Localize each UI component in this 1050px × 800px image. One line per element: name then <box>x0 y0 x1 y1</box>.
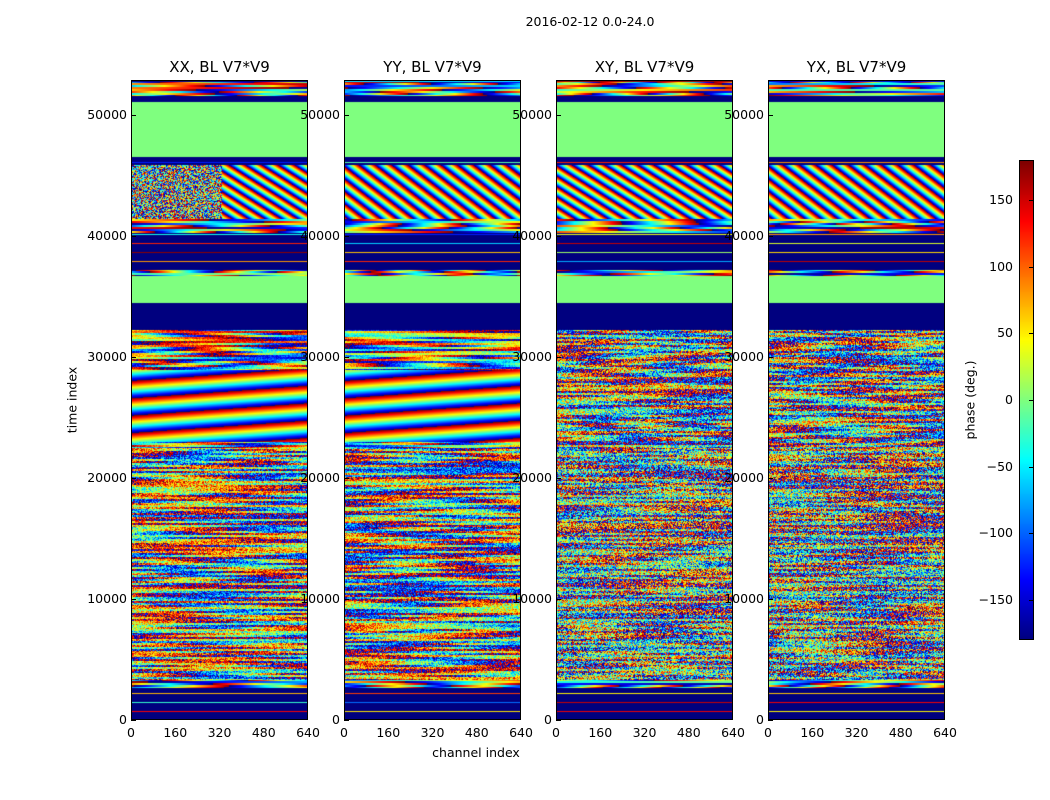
y-tick-label: 20000 <box>300 470 340 486</box>
colorbar-tick-mark <box>1029 400 1034 401</box>
y-tick-label: 10000 <box>300 591 340 607</box>
colorbar-tick-mark <box>1029 600 1034 601</box>
y-tick-mark <box>556 720 561 721</box>
colorbar-tick-label: −100 <box>978 525 1013 541</box>
x-tick-label: 0 <box>764 725 772 740</box>
x-tick-label: 640 <box>933 725 957 740</box>
panel-title: YX, BL V7*V9 <box>806 58 907 76</box>
y-tick-mark <box>768 236 773 238</box>
colorbar-tick-label: 50 <box>997 325 1013 341</box>
y-tick-label: 0 <box>332 712 340 727</box>
panel-title: XY, BL V7*V9 <box>594 58 695 76</box>
y-tick-label: 10000 <box>512 591 552 607</box>
y-tick-mark <box>556 357 561 359</box>
x-tick-label: 320 <box>844 725 869 740</box>
y-tick-label: 40000 <box>512 228 552 244</box>
y-tick-mark <box>131 599 136 601</box>
y-tick-mark <box>344 236 349 238</box>
colorbar-tick-label: −50 <box>986 458 1013 474</box>
heatmap-image <box>557 81 732 719</box>
colorbar-tick-mark <box>1029 333 1034 335</box>
y-tick-label: 20000 <box>724 470 764 486</box>
colorbar-tick-mark <box>1029 200 1034 201</box>
y-tick-mark <box>556 478 561 480</box>
y-tick-label: 50000 <box>724 107 764 123</box>
heatmap-panel-3 <box>768 80 945 720</box>
x-tick-label: 480 <box>676 725 701 740</box>
x-tick-label: 160 <box>588 725 613 740</box>
x-tick-label: 640 <box>721 725 745 740</box>
x-axis-label: channel index <box>432 745 520 760</box>
colorbar-tick-label: −150 <box>978 592 1013 607</box>
y-tick-mark <box>131 357 136 359</box>
y-tick-label: 0 <box>544 712 552 727</box>
y-tick-label: 40000 <box>300 228 340 244</box>
x-tick-label: 640 <box>509 725 533 740</box>
y-tick-mark <box>344 720 349 721</box>
colorbar-tick-label: 150 <box>989 192 1013 207</box>
x-tick-label: 480 <box>464 725 489 740</box>
x-tick-label: 160 <box>800 725 825 740</box>
y-tick-label: 30000 <box>512 349 552 365</box>
y-tick-mark <box>344 357 349 359</box>
y-tick-mark <box>556 115 561 117</box>
x-tick-label: 0 <box>552 725 560 740</box>
x-tick-label: 320 <box>632 725 657 740</box>
y-tick-label: 30000 <box>300 349 340 365</box>
y-tick-label: 30000 <box>87 349 127 365</box>
colorbar-tick-mark <box>1029 533 1034 535</box>
y-tick-label: 10000 <box>87 591 127 607</box>
heatmap-image <box>132 81 307 719</box>
x-tick-label: 320 <box>207 725 232 740</box>
heatmap-panel-1 <box>344 80 521 720</box>
colorbar-tick-mark <box>1029 266 1034 268</box>
colorbar-tick-label: 0 <box>1005 392 1013 407</box>
y-tick-label: 50000 <box>87 107 127 123</box>
heatmap-image <box>345 81 520 719</box>
y-tick-mark <box>768 115 773 117</box>
x-tick-label: 0 <box>127 725 135 740</box>
y-tick-mark <box>131 236 136 238</box>
y-tick-label: 0 <box>119 712 127 727</box>
y-tick-label: 20000 <box>512 470 552 486</box>
y-tick-mark <box>768 478 773 480</box>
y-tick-label: 20000 <box>87 470 127 486</box>
heatmap-panel-0 <box>131 80 308 720</box>
heatmap-image <box>769 81 944 719</box>
y-tick-label: 40000 <box>87 228 127 244</box>
y-tick-label: 10000 <box>724 591 764 607</box>
y-tick-mark <box>131 115 136 117</box>
y-tick-mark <box>131 478 136 480</box>
y-tick-mark <box>344 115 349 117</box>
y-tick-label: 0 <box>756 712 764 727</box>
y-tick-mark <box>344 478 349 480</box>
panel-title: XX, BL V7*V9 <box>169 58 270 76</box>
y-tick-label: 50000 <box>512 107 552 123</box>
x-tick-label: 0 <box>340 725 348 740</box>
colorbar-gradient <box>1020 161 1033 639</box>
y-tick-mark <box>556 236 561 238</box>
x-tick-label: 640 <box>296 725 320 740</box>
y-axis-label: time index <box>64 366 80 434</box>
y-tick-mark <box>344 599 349 601</box>
y-tick-label: 40000 <box>724 228 764 244</box>
x-tick-label: 160 <box>376 725 401 740</box>
figure-suptitle: 2016-02-12 0.0-24.0 <box>525 14 655 29</box>
y-tick-label: 50000 <box>300 107 340 123</box>
y-tick-label: 30000 <box>724 349 764 365</box>
panel-title: YY, BL V7*V9 <box>383 58 482 76</box>
colorbar-tick-label: 100 <box>989 258 1013 274</box>
y-tick-mark <box>556 599 561 601</box>
x-tick-label: 480 <box>888 725 913 740</box>
x-tick-label: 160 <box>163 725 188 740</box>
y-tick-mark <box>768 720 773 721</box>
colorbar-tick-mark <box>1029 466 1034 468</box>
heatmap-panel-2 <box>556 80 733 720</box>
y-tick-mark <box>768 599 773 601</box>
y-tick-mark <box>131 720 136 721</box>
y-tick-mark <box>768 357 773 359</box>
x-tick-label: 320 <box>420 725 445 740</box>
x-tick-label: 480 <box>251 725 276 740</box>
